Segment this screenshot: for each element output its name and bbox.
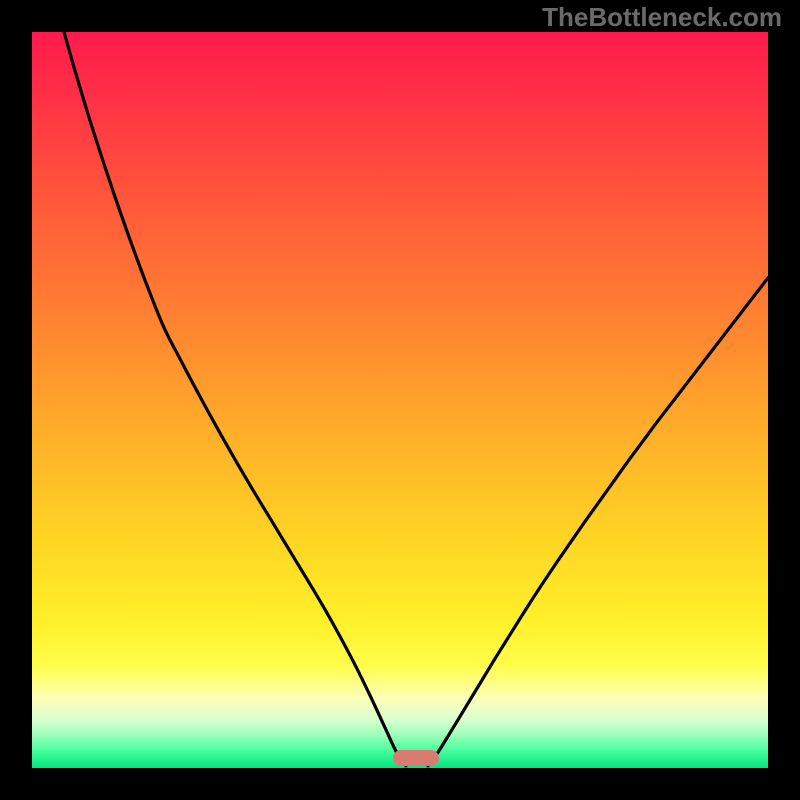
- right-curve: [428, 278, 768, 766]
- left-curve: [64, 32, 406, 766]
- watermark-text: TheBottleneck.com: [542, 2, 782, 33]
- chart-container: TheBottleneck.com: [0, 0, 800, 800]
- curve-overlay: [0, 0, 800, 800]
- optimal-marker: [393, 750, 439, 766]
